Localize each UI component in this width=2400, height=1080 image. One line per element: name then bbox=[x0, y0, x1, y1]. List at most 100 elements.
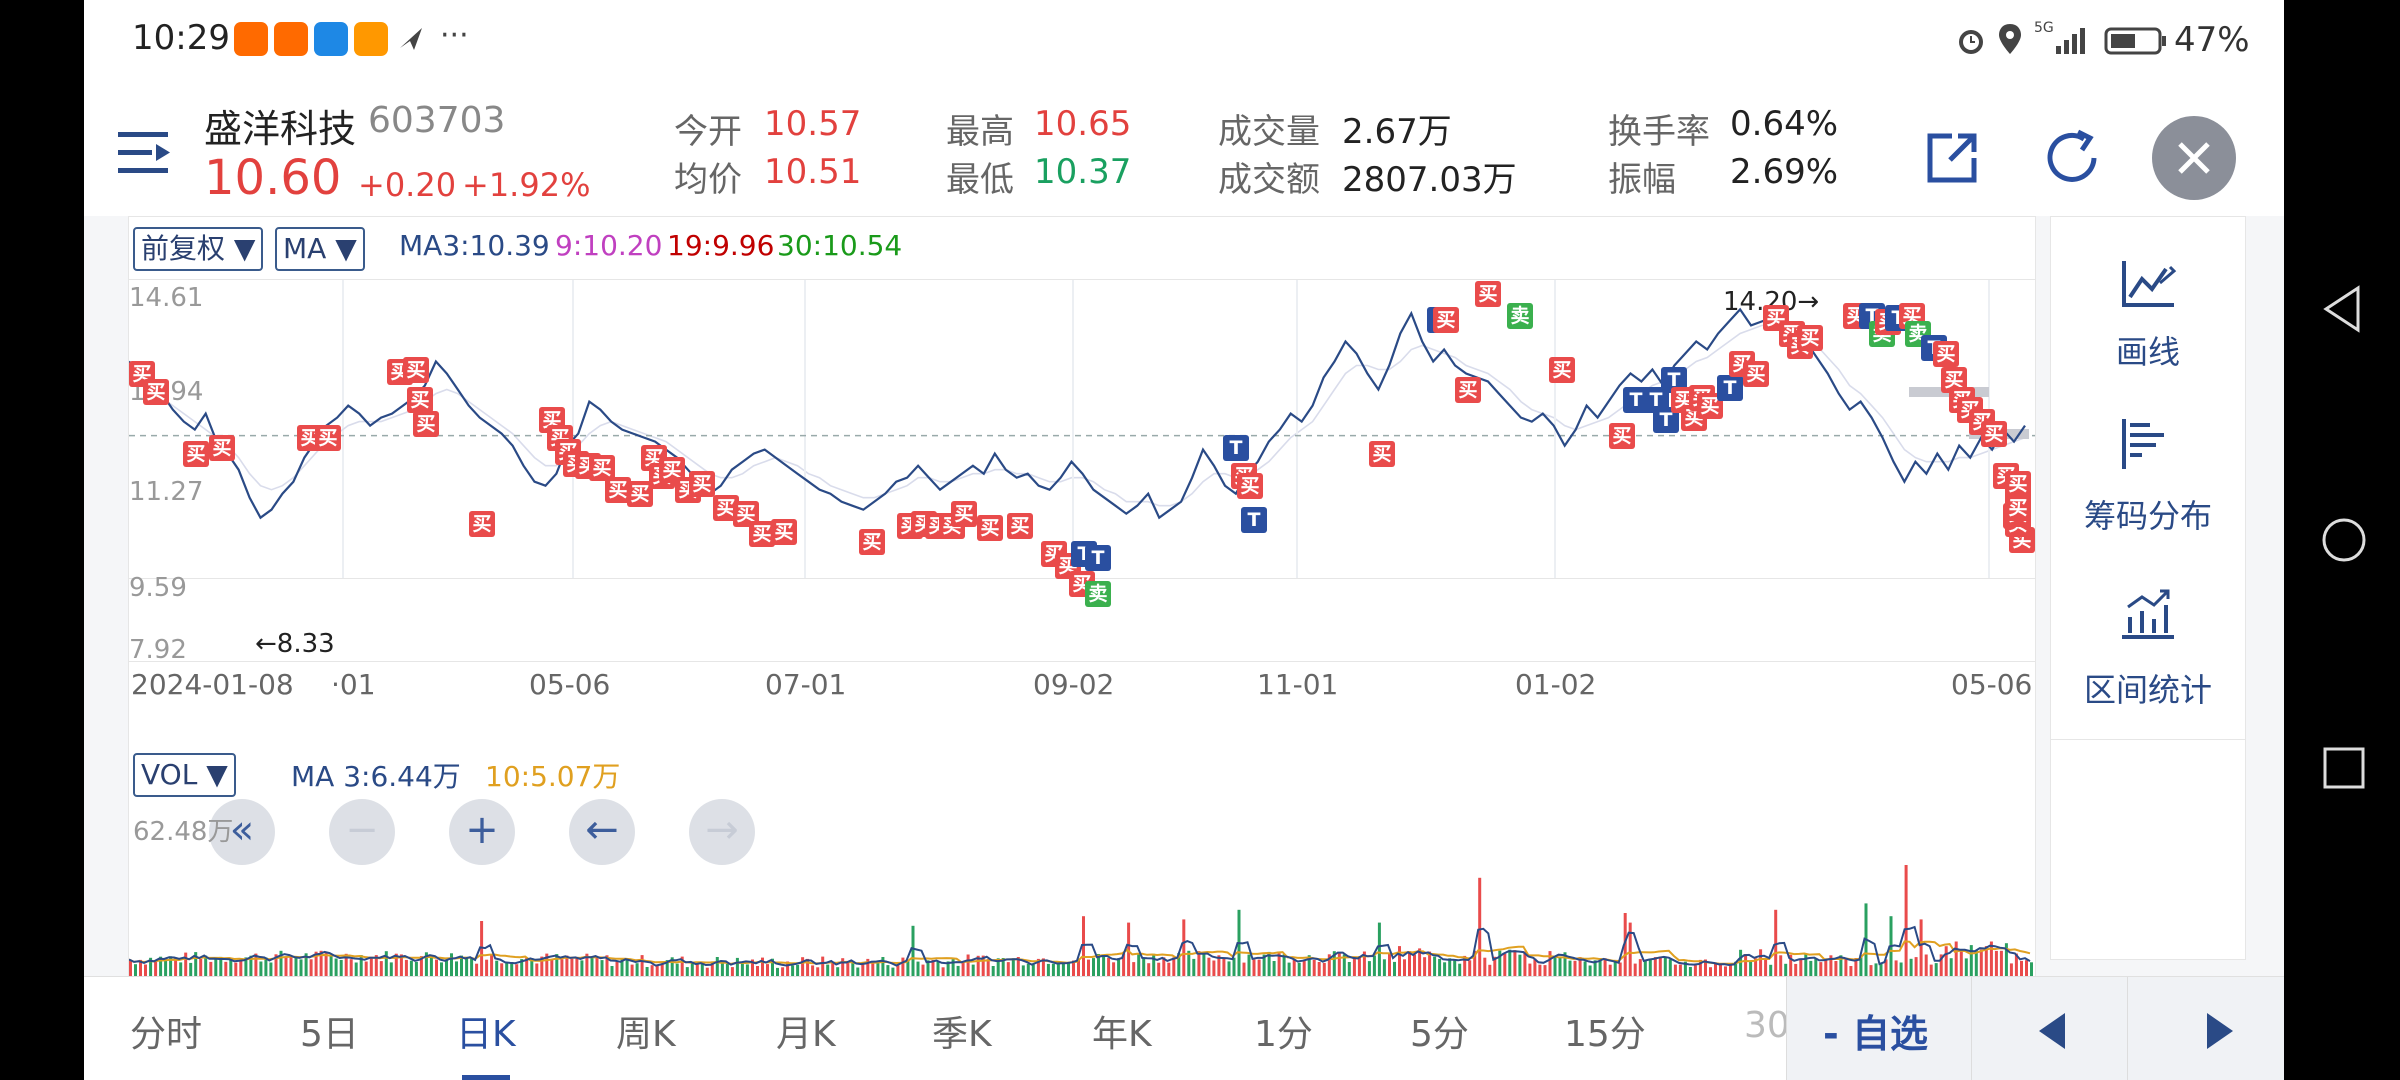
volume-bar bbox=[309, 959, 313, 977]
location-icon bbox=[1999, 24, 2021, 54]
t-signal-marker: T bbox=[1717, 375, 1743, 401]
volume-bar bbox=[1804, 953, 1808, 977]
tab-15min[interactable]: 15分 bbox=[1564, 1014, 1646, 1055]
fast-back-button[interactable]: « bbox=[209, 799, 275, 865]
volume-bar bbox=[289, 957, 293, 977]
volume-bar bbox=[470, 957, 474, 977]
chip-distribution-button[interactable]: 筹码分布 bbox=[2051, 407, 2245, 557]
tab-quarterly-k[interactable]: 季K bbox=[932, 1014, 992, 1055]
volume-bar bbox=[224, 961, 228, 977]
volume-bar bbox=[1377, 922, 1381, 977]
stock-code: 603703 bbox=[368, 100, 506, 141]
buy-signal-marker: 买 bbox=[1549, 357, 1575, 383]
volume-bar bbox=[1628, 922, 1632, 977]
volume-bar bbox=[1463, 955, 1467, 977]
volume-bar bbox=[971, 964, 975, 977]
volume-bar bbox=[1999, 950, 2003, 977]
adjust-select[interactable]: 前复权 ▼ bbox=[133, 227, 264, 271]
volume-bar bbox=[1172, 957, 1176, 977]
refresh-icon[interactable] bbox=[2040, 126, 2104, 190]
next-stock-icon[interactable] bbox=[2199, 1009, 2239, 1053]
tab-fenshi[interactable]: 分时 bbox=[130, 1014, 203, 1055]
avg-label: 均价 bbox=[674, 160, 742, 200]
volume-bar bbox=[435, 959, 438, 977]
ma-series-line bbox=[129, 324, 2026, 507]
volume-bar bbox=[169, 956, 173, 977]
volume-bar bbox=[1859, 954, 1863, 977]
tab-daily-k[interactable]: 日K bbox=[456, 1014, 516, 1055]
volume-bar bbox=[1352, 957, 1356, 977]
recents-icon[interactable] bbox=[2322, 746, 2366, 790]
volume-chart[interactable] bbox=[129, 817, 2035, 977]
prev-stock-icon[interactable] bbox=[2033, 1009, 2073, 1053]
volume-bar bbox=[1112, 962, 1116, 977]
volume-bar bbox=[460, 955, 463, 977]
back-icon[interactable] bbox=[2320, 284, 2364, 334]
volume-bar bbox=[1623, 913, 1627, 977]
tab-1min[interactable]: 1分 bbox=[1254, 1014, 1313, 1055]
x-tick-label: 09-02 bbox=[1033, 668, 1115, 701]
volume-bar bbox=[1408, 951, 1411, 977]
volume-bar bbox=[1613, 961, 1617, 977]
volume-bar bbox=[1678, 964, 1682, 977]
volume-bar bbox=[1087, 959, 1090, 977]
close-button[interactable] bbox=[2152, 116, 2236, 200]
volume-bar bbox=[1969, 945, 1973, 977]
buy-signal-marker: 买 bbox=[413, 411, 439, 437]
tab-5day[interactable]: 5日 bbox=[300, 1014, 359, 1055]
volume-bar bbox=[1533, 958, 1537, 977]
volume-bar bbox=[1693, 965, 1697, 977]
volume-bar bbox=[836, 967, 840, 977]
volume-bar bbox=[2025, 960, 2028, 977]
tab-30min[interactable]: 30 bbox=[1744, 1005, 1790, 1046]
volume-bar bbox=[279, 950, 283, 977]
watchlist-button[interactable]: - 自选 bbox=[1823, 1012, 1929, 1056]
sell-signal-marker: 卖 bbox=[1085, 581, 1111, 607]
volume-bar bbox=[1779, 955, 1783, 977]
buy-signal-marker: 买 bbox=[1475, 281, 1501, 307]
volume-bar bbox=[269, 962, 273, 977]
volume-bar bbox=[1598, 958, 1602, 977]
indicator-select[interactable]: MA ▼ bbox=[275, 227, 365, 271]
volume-label: 成交量 bbox=[1218, 112, 1320, 152]
volume-bar bbox=[1061, 963, 1065, 977]
draw-line-button[interactable]: 画线 bbox=[2051, 217, 2245, 371]
volume-bar bbox=[926, 960, 930, 977]
volume-bar bbox=[184, 952, 188, 977]
volume-bar bbox=[695, 963, 699, 977]
volume-bar bbox=[299, 959, 303, 977]
divider bbox=[1971, 977, 1972, 1080]
vol-select[interactable]: VOL ▼ bbox=[133, 753, 236, 797]
volume-bar bbox=[1984, 946, 1988, 977]
stock-price: 10.60 bbox=[204, 150, 342, 206]
volume-bar bbox=[1593, 960, 1597, 977]
volume-bar bbox=[665, 960, 669, 977]
volume-bar bbox=[495, 960, 499, 977]
share-icon[interactable] bbox=[1922, 128, 1982, 188]
volume-bar bbox=[1553, 955, 1557, 977]
tab-5min[interactable]: 5分 bbox=[1410, 1014, 1469, 1055]
volume-bar bbox=[2020, 960, 2023, 977]
menu-icon[interactable] bbox=[116, 128, 172, 178]
volume-bar bbox=[570, 958, 574, 977]
tab-monthly-k[interactable]: 月K bbox=[776, 1014, 836, 1055]
volume-bar bbox=[1257, 959, 1261, 977]
range-stats-button[interactable]: 区间统计 bbox=[2051, 579, 2245, 729]
scroll-right-button[interactable]: → bbox=[689, 799, 755, 865]
tab-yearly-k[interactable]: 年K bbox=[1092, 1014, 1152, 1055]
volume-bar bbox=[1006, 962, 1010, 977]
min-annotation: ←8.33 bbox=[255, 629, 335, 659]
volume-bar bbox=[1388, 953, 1391, 977]
volume-bar bbox=[545, 953, 549, 977]
tab-weekly-k[interactable]: 周K bbox=[616, 1014, 676, 1055]
home-icon[interactable] bbox=[2320, 516, 2368, 564]
send-icon bbox=[400, 28, 422, 50]
volume-bar bbox=[1212, 960, 1216, 977]
volume-bar bbox=[249, 955, 253, 977]
volume-bar bbox=[976, 955, 980, 977]
volume-bar bbox=[1398, 946, 1401, 977]
zoom-in-button[interactable]: + bbox=[449, 799, 515, 865]
volume-bar bbox=[1337, 952, 1341, 977]
zoom-out-button[interactable]: − bbox=[329, 799, 395, 865]
scroll-left-button[interactable]: ← bbox=[569, 799, 635, 865]
